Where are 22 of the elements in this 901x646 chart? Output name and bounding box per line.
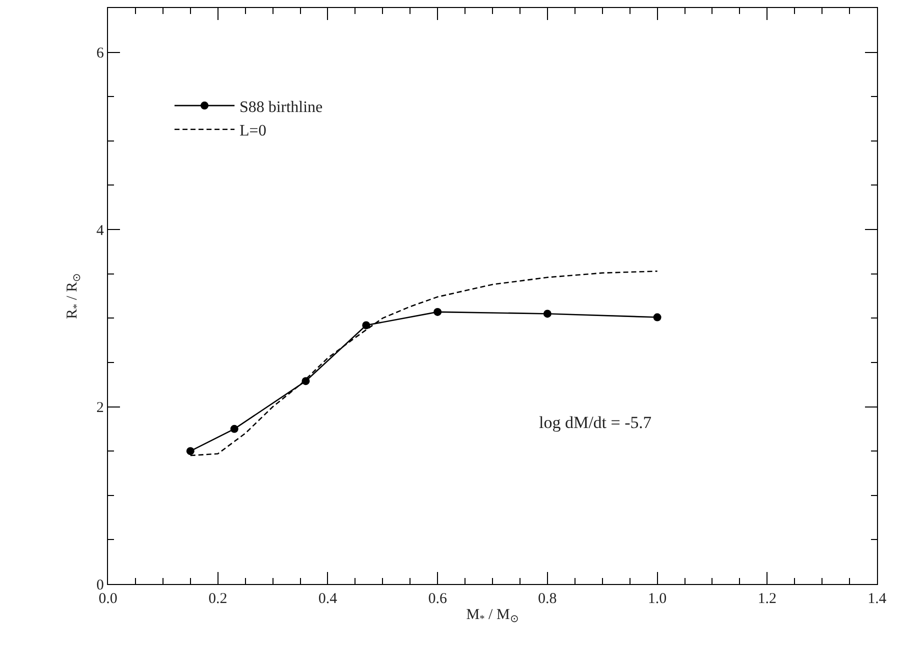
y-tick-label: 4 — [96, 222, 104, 239]
x-tick-label: 0.2 — [208, 591, 228, 608]
point — [543, 310, 552, 318]
point — [186, 447, 194, 456]
point — [653, 313, 662, 322]
annotation: log dM/dt = -5.7 — [539, 413, 652, 432]
x-tick-label: 1.0 — [648, 591, 667, 608]
y-tick-label: 6 — [96, 46, 104, 62]
point — [434, 308, 442, 316]
point — [230, 424, 238, 433]
x-tick-label: 0.4 — [318, 591, 338, 608]
legend-label: S88 birthline — [240, 98, 323, 116]
x-tick-label: 0.8 — [538, 591, 557, 608]
y-tick-label: 2 — [96, 400, 104, 416]
legend-label: L=0 — [240, 122, 266, 140]
x-tick-label: 1.2 — [758, 591, 777, 608]
x-axis-title: M$_{*}$ / M$_{⊙}$ — [466, 607, 519, 626]
point — [362, 321, 370, 330]
x-tick-label: 0.6 — [428, 591, 448, 608]
y-tick-label: 0 — [96, 577, 104, 594]
x-tick-label: 1.4 — [868, 591, 887, 608]
x-tick-label: 0.0 — [98, 591, 118, 608]
